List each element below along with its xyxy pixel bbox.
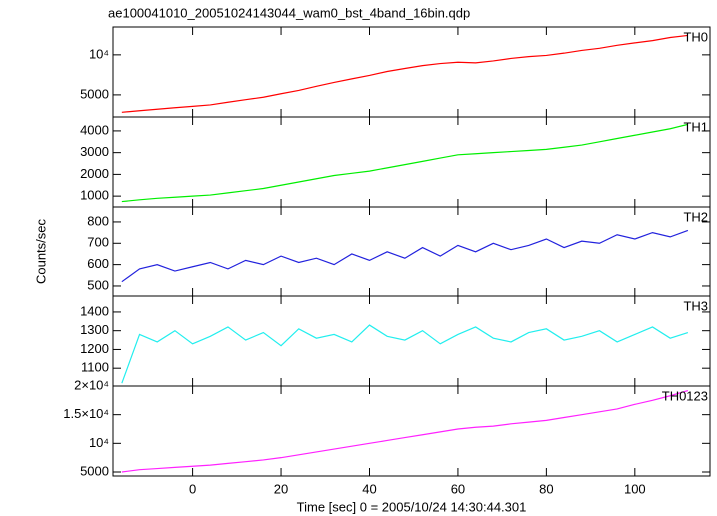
y-tick-label: 1.5×10⁴ xyxy=(63,406,109,421)
series-label: TH0123 xyxy=(662,388,708,403)
panel-frame xyxy=(112,26,711,118)
x-tick-label: 0 xyxy=(189,481,196,496)
y-tick-label: 1000 xyxy=(80,188,109,203)
panel-frame xyxy=(112,206,711,297)
y-tick-label: 3000 xyxy=(80,144,109,159)
panel-frame xyxy=(112,116,711,208)
data-line xyxy=(121,229,689,283)
series-label: TH2 xyxy=(683,209,708,224)
x-tick-label: 60 xyxy=(451,481,465,496)
y-tick-label: 5000 xyxy=(80,86,109,101)
y-tick-label: 500 xyxy=(87,277,109,292)
x-tick-label: 80 xyxy=(539,481,553,496)
data-line xyxy=(121,390,689,473)
series-label: TH3 xyxy=(683,298,708,313)
y-tick-label: 600 xyxy=(87,256,109,271)
data-line xyxy=(121,324,689,384)
y-tick-label: 2000 xyxy=(80,166,109,181)
data-line xyxy=(121,123,689,203)
y-tick-label: 2×10⁴ xyxy=(74,377,109,392)
y-tick-label: 700 xyxy=(87,235,109,250)
x-tick-label: 100 xyxy=(624,481,646,496)
x-tick-label: 40 xyxy=(362,481,376,496)
panel-frame xyxy=(112,385,711,477)
y-tick-label: 1100 xyxy=(81,360,109,375)
series-label: TH0 xyxy=(683,29,708,44)
y-tick-label: 10⁴ xyxy=(89,46,109,61)
y-tick-label: 800 xyxy=(87,213,109,228)
y-tick-label: 1200 xyxy=(80,341,109,356)
y-axis-label: Counts/sec xyxy=(33,218,48,284)
y-tick-label: 10⁴ xyxy=(89,435,109,450)
data-line xyxy=(121,34,688,113)
y-tick-label: 5000 xyxy=(80,463,109,478)
x-tick-label: 20 xyxy=(274,481,288,496)
y-tick-label: 1400 xyxy=(80,303,109,318)
chart-title: ae100041010_20051024143044_wam0_bst_4ban… xyxy=(108,5,470,20)
y-tick-label: 4000 xyxy=(80,122,109,137)
x-axis-label: Time [sec] 0 = 2005/10/24 14:30:44.301 xyxy=(297,499,527,514)
series-label: TH1 xyxy=(683,119,708,134)
y-tick-label: 1300 xyxy=(80,322,109,337)
